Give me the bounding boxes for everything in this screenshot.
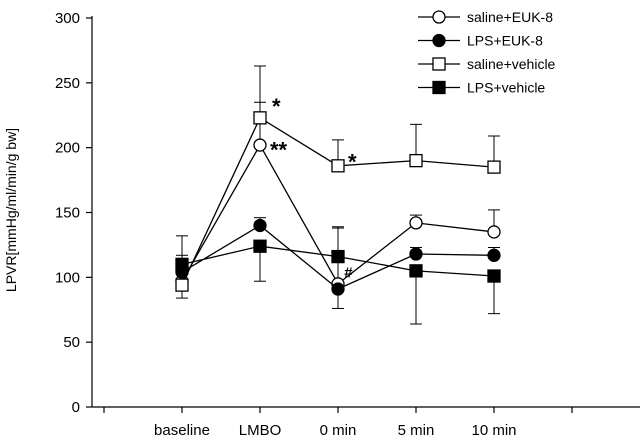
- legend-item: saline+vehicle: [418, 56, 556, 72]
- x-tick-label: LMBO: [239, 422, 282, 439]
- data-point: [253, 138, 267, 152]
- data-point: [331, 159, 345, 173]
- data-point: [331, 249, 345, 264]
- y-tick-label: 0: [72, 399, 80, 416]
- legend-item: LPS+vehicle: [418, 80, 545, 96]
- y-tick-label: 100: [55, 269, 80, 286]
- axes: 0 50 100 150 200 250 300 baseline LMBO 0 min 5 min…: [55, 10, 640, 439]
- significance-marker: #: [344, 264, 353, 281]
- legend-item: saline+EUK-8: [418, 9, 553, 25]
- data-point: [409, 247, 423, 261]
- data-point: [409, 216, 423, 230]
- series-lps-euk-8: [175, 217, 501, 309]
- data-point: [487, 248, 501, 262]
- x-tick-label: baseline: [154, 422, 210, 439]
- data-point: [175, 278, 189, 292]
- data-point: [409, 264, 423, 278]
- data-point: [487, 269, 501, 283]
- data-point: [409, 153, 423, 168]
- data-point: [253, 218, 267, 233]
- y-tick-label: 50: [63, 334, 80, 351]
- data-point: [487, 160, 501, 174]
- x-tick-label: 0 min: [320, 422, 357, 439]
- legend-label: saline+vehicle: [467, 56, 556, 72]
- legend: saline+EUK-8 LPS+EUK-8 saline+vehicle LPS+v…: [418, 9, 556, 96]
- significance-marker: *: [272, 94, 281, 119]
- legend-label: LPS+vehicle: [467, 80, 545, 96]
- legend-item: LPS+EUK-8: [418, 33, 543, 49]
- significance-marker: *: [348, 150, 357, 175]
- x-tick-label: 5 min: [398, 422, 435, 439]
- data-point: [253, 239, 267, 253]
- data-point: [175, 257, 189, 272]
- y-tick-label: 250: [55, 75, 80, 92]
- legend-marker: [432, 33, 446, 48]
- x-tick-label: 10 min: [471, 422, 516, 439]
- legend-marker: [432, 10, 446, 24]
- series-lps-vehicle: [175, 227, 501, 325]
- significance-marker: **: [270, 138, 288, 163]
- annotations: *** *#: [270, 94, 357, 281]
- legend-label: saline+EUK-8: [467, 9, 553, 25]
- data-point: [487, 225, 501, 239]
- data-point: [253, 111, 267, 125]
- y-tick-label: 150: [55, 205, 80, 222]
- data-point: [331, 282, 345, 296]
- series-saline-vehicle: [175, 65, 501, 299]
- legend-label: LPS+EUK-8: [467, 33, 543, 49]
- legend-marker: [432, 80, 446, 95]
- y-tick-label: 300: [55, 10, 80, 27]
- series-layer: [175, 65, 501, 325]
- y-axis-title: LPVR[mmHg/ml/min/g bw]: [3, 128, 19, 292]
- y-tick-label: 200: [55, 140, 80, 157]
- legend-marker: [432, 57, 446, 71]
